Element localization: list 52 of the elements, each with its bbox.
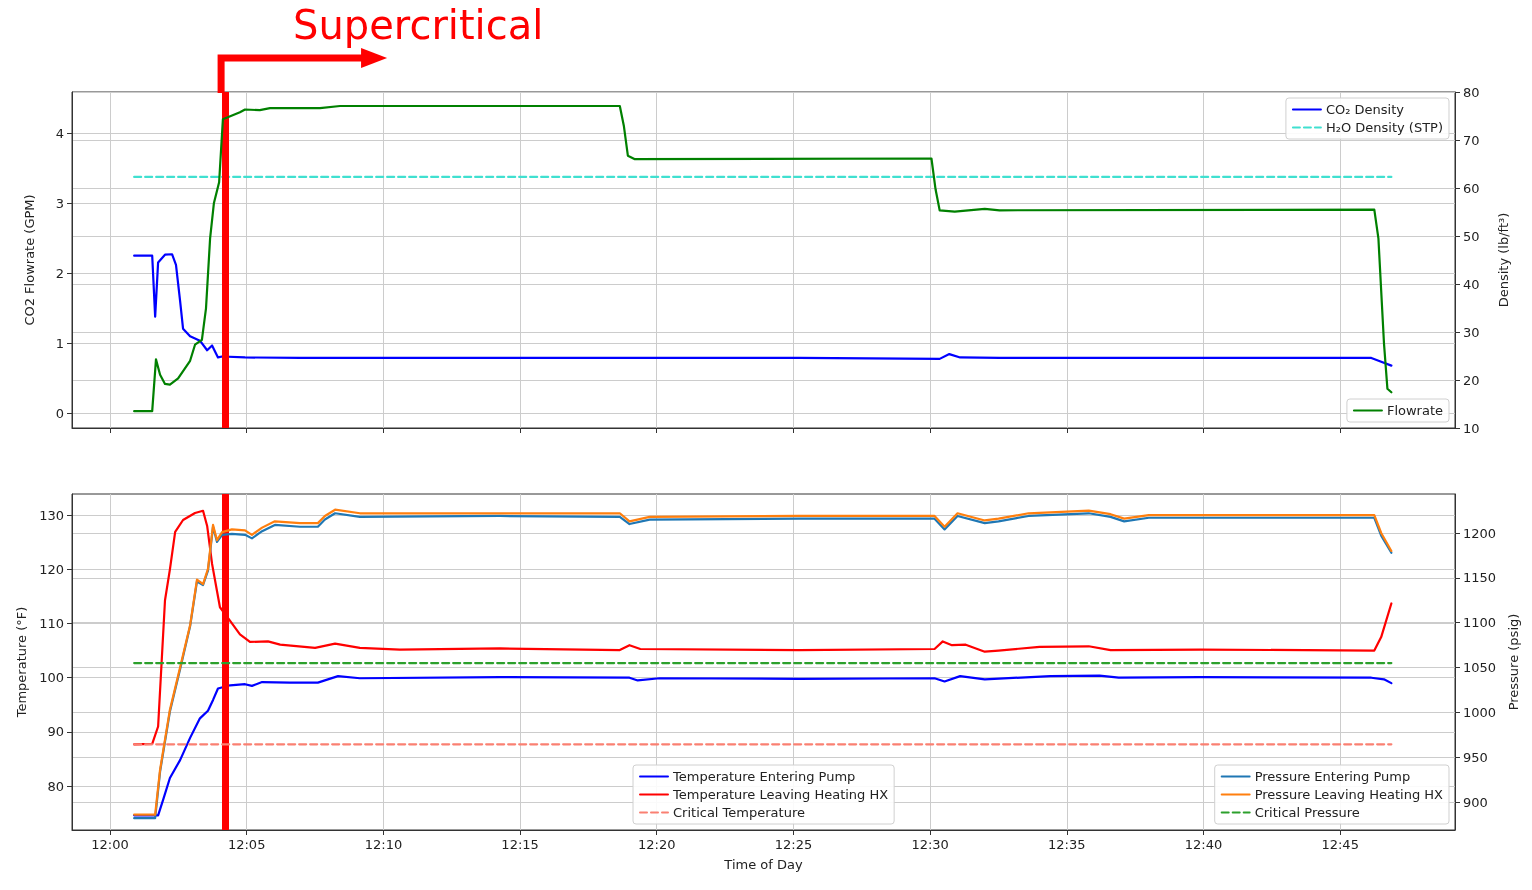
legend-label: Pressure Leaving Heating HX [1254,787,1444,802]
legend-label: Flowrate [1386,403,1444,418]
x-tick-label: 12:30 [911,837,949,852]
y-tick-label: 130 [39,507,64,523]
y-tick-label: 110 [39,616,64,632]
x-axis-title: Time of Day [723,857,803,872]
x-tick-label: 12:25 [774,837,813,852]
y2-tick-label: 70 [1463,132,1480,148]
legend-label: Temperature Leaving Heating HX [672,787,889,802]
y2-tick-label: 60 [1463,180,1480,196]
legend-label: Critical Pressure [1254,805,1360,820]
y2-tick-label: 20 [1463,372,1480,388]
y2-tick-label: 950 [1463,749,1488,765]
y2-tick-label: 1200 [1463,525,1497,541]
legend-label: Pressure Entering Pump [1254,769,1411,784]
y2-tick-label: 900 [1463,794,1488,810]
x-tick-label: 12:15 [501,837,539,852]
y-tick-label: 100 [39,670,64,686]
y-tick-label: 80 [47,778,64,794]
line-series [133,253,1393,367]
y2-tick-label: 30 [1463,324,1480,340]
legend-label: CO₂ Density [1325,102,1405,117]
x-tick-label: 12:05 [227,837,266,852]
y-tick-label: 0 [55,405,64,421]
y2-axis-title: Density (lb/ft³) [1496,212,1511,308]
legend-label: Critical Temperature [673,805,805,820]
y2-tick-label: 1000 [1463,704,1497,720]
y2-tick-label: 40 [1463,276,1480,292]
x-tick-label: 12:20 [637,837,676,852]
x-tick-label: 12:35 [1048,837,1086,852]
y-axis-title: CO2 Flowrate (GPM) [22,194,37,326]
x-tick-label: 12:40 [1184,837,1223,852]
x-tick-label: 12:45 [1321,837,1359,852]
y2-tick-label: 1150 [1463,570,1497,586]
y-tick-label: 4 [55,125,64,141]
y-axis-title: Temperature (°F) [14,606,30,719]
y2-tick-label: 80 [1463,84,1480,100]
ref-line-label: Supercritical [293,2,544,48]
y2-tick-label: 1100 [1463,615,1497,631]
y-tick-label: 90 [47,724,64,740]
y-tick-label: 1 [55,335,64,351]
legend-label: Temperature Entering Pump [672,769,856,784]
y2-axis-title: Pressure (psig) [1505,613,1521,711]
y2-tick-label: 50 [1463,228,1480,244]
x-tick-label: 12:10 [364,837,403,852]
y2-tick-label: 10 [1463,420,1480,436]
y-tick-label: 3 [55,195,64,211]
y-tick-label: 2 [55,265,64,281]
y-tick-label: 120 [39,561,64,577]
legend-label: H₂O Density (STP) [1325,120,1444,135]
x-tick-label: 12:00 [91,837,129,852]
y2-tick-label: 1050 [1463,660,1497,676]
